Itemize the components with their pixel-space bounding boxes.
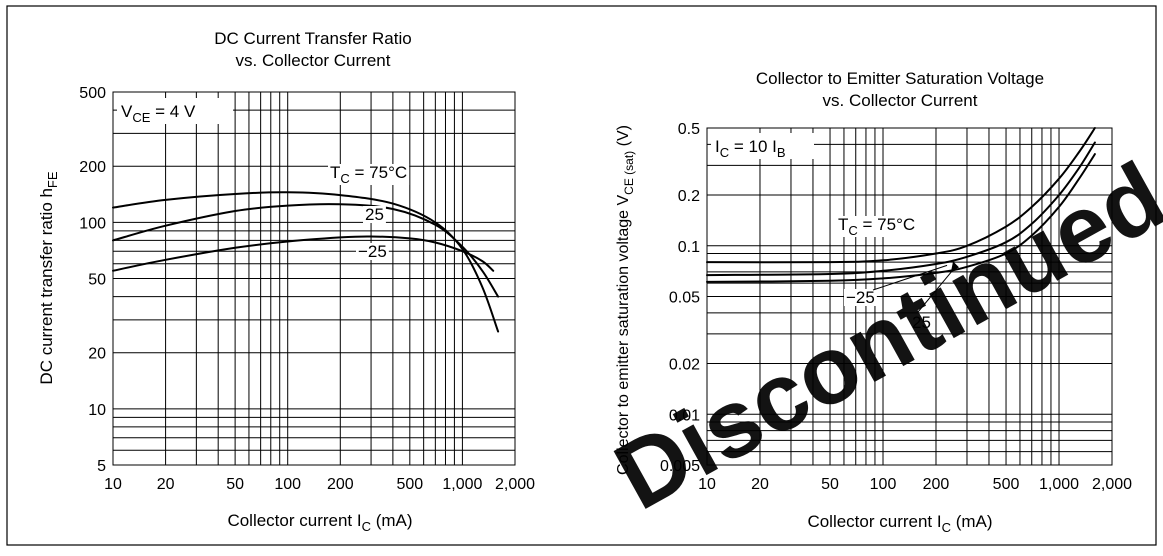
x-tick-label: 2,000 [495, 476, 535, 493]
series-line-1 [112, 203, 500, 298]
y-tick-label: 100 [79, 215, 106, 232]
chart1-tick-labels: 10 20 50 100 200 500 1,000 2,000510205010020050… [79, 85, 535, 493]
y-tick-label: 0.02 [669, 357, 700, 374]
series-annotation: −25 [358, 242, 387, 261]
x-tick-label: 100 [274, 476, 301, 493]
series-line-1 [706, 141, 1096, 277]
series-line-2 [706, 153, 1096, 283]
y-tick-label: 10 [88, 402, 106, 419]
annotation-background [328, 164, 410, 185]
series-line-2 [112, 235, 495, 272]
y-tick-label: 0.2 [678, 188, 700, 205]
x-tick-label: 20 [751, 476, 769, 493]
x-tick-label: 20 [157, 476, 175, 493]
x-tick-label: 200 [923, 476, 950, 493]
chart1-condition-label: VCE = 4 V [117, 98, 233, 125]
leader-line-25 [917, 267, 956, 313]
y-tick-label: 0.005 [660, 458, 700, 475]
y-tick-label: 500 [79, 85, 106, 102]
x-tick-label: 10 [698, 476, 716, 493]
x-tick-label: 1,000 [442, 476, 482, 493]
chart2-x-axis-label: Collector current IC (mA) [807, 512, 992, 535]
annotation-background [910, 314, 933, 331]
y-tick-label: 20 [88, 346, 106, 363]
chart2-annotations: TC = 75°C −25 25 [836, 215, 960, 332]
chart2-curves [706, 127, 1096, 283]
annotation-background [844, 289, 877, 306]
chart2-grid [706, 127, 1113, 466]
series-annotation: −25 [846, 288, 875, 307]
x-tick-label: 2,000 [1092, 476, 1132, 493]
leader-line-minus25 [872, 264, 948, 291]
vce-sat-chart: Collector to Emitter Saturation Voltage … [615, 69, 1132, 535]
hfe-chart: DC Current Transfer Ratio vs. Collector … [37, 29, 535, 534]
x-tick-label: 50 [226, 476, 244, 493]
y-tick-label: 0.05 [669, 290, 700, 307]
chart2-tick-labels: 10 20 50 100 200 500 1,000 2,000 0.005 0.01 0.02 0.… [660, 121, 1132, 493]
chart1-curves [112, 191, 500, 333]
condition-text: VCE = 4 V [121, 102, 196, 125]
y-tick-label: 0.5 [678, 121, 700, 138]
x-tick-label: 1,000 [1039, 476, 1079, 493]
series-annotation: 25 [912, 313, 931, 332]
chart1-title-line2: vs. Collector Current [236, 51, 391, 70]
annotation-background [356, 243, 389, 260]
leader-arrowhead [951, 261, 960, 272]
series-annotation: TC = 75°C [330, 163, 407, 186]
y-tick-label: 200 [79, 159, 106, 176]
x-tick-label: 200 [327, 476, 354, 493]
series-line-0 [706, 127, 1096, 264]
series-line-0 [112, 191, 500, 333]
x-tick-label: 500 [396, 476, 423, 493]
condition-text: IC = 10 IB [715, 137, 786, 160]
chart2-title-line1: Collector to Emitter Saturation Voltage [756, 69, 1044, 88]
chart1-title-line1: DC Current Transfer Ratio [214, 29, 411, 48]
x-tick-label: 10 [104, 476, 122, 493]
series-annotation: 25 [365, 205, 384, 224]
series-annotation: TC = 75°C [838, 215, 915, 238]
chart1-y-axis-label: DC current transfer ratio hFE [37, 171, 60, 384]
y-tick-label: 5 [97, 458, 106, 475]
chart2-title-line2: vs. Collector Current [823, 91, 978, 110]
x-tick-label: 50 [821, 476, 839, 493]
chart2-condition-label: IC = 10 IB [711, 133, 814, 160]
chart1-grid [112, 91, 516, 466]
chart1-annotations: TC = 75°C 25 −25 [328, 163, 410, 261]
condition-background [711, 133, 814, 159]
y-tick-label: 50 [88, 272, 106, 289]
chart2-y-axis-label: Collector to emitter saturation voltage … [615, 125, 636, 475]
y-tick-label: 0.1 [678, 239, 700, 256]
x-tick-label: 500 [993, 476, 1020, 493]
annotation-background [363, 206, 386, 223]
annotation-background [836, 216, 918, 237]
x-tick-label: 100 [870, 476, 897, 493]
chart1-x-axis-label: Collector current IC (mA) [227, 511, 412, 534]
y-tick-label: 0.01 [669, 407, 700, 424]
condition-background [117, 98, 233, 124]
outer-frame [6, 5, 1157, 546]
